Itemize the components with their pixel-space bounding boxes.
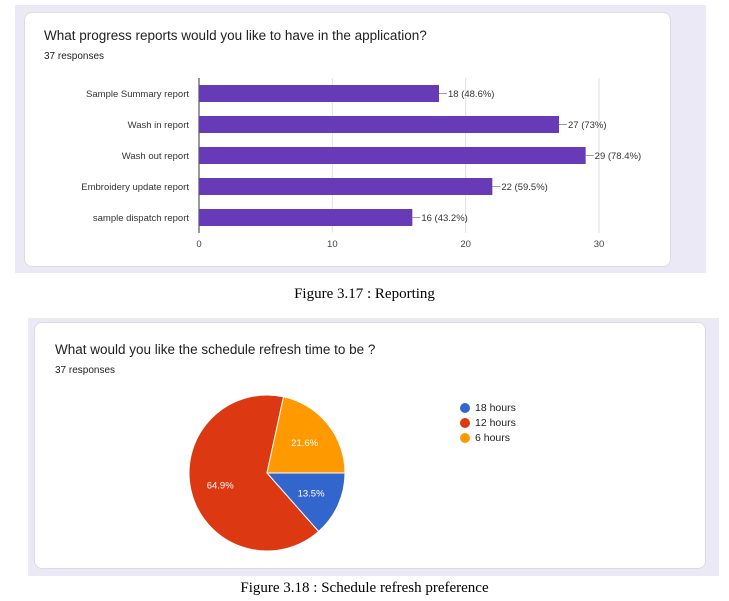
bar-chart-card: What progress reports would you like to …: [24, 12, 671, 267]
legend-item-18-hours: 18 hours: [460, 400, 516, 415]
x-tick-label: 10: [327, 239, 338, 250]
x-tick-label: 20: [460, 239, 471, 250]
legend-item-6-hours: 6 hours: [460, 430, 516, 445]
pie-chart-question: What would you like the schedule refresh…: [55, 342, 376, 357]
pie-legend: 18 hours 12 hours 6 hours: [460, 400, 516, 445]
pie-slice: [265, 472, 346, 533]
data-label: 18 (48.6%): [448, 89, 494, 100]
pie-slice: [188, 394, 320, 552]
legend-label: 6 hours: [475, 431, 511, 444]
slice-label: 21.6%: [291, 438, 318, 449]
legend-swatch: [460, 417, 470, 428]
category-label: Wash out report: [122, 151, 190, 162]
bar: [199, 116, 559, 133]
slice-label: 64.9%: [207, 481, 234, 492]
x-tick-label: 30: [594, 239, 605, 250]
legend-label: 18 hours: [475, 401, 516, 414]
category-label: Embroidery update report: [81, 182, 189, 193]
legend-swatch: [460, 432, 470, 443]
category-label: sample dispatch report: [93, 213, 189, 224]
slice-label: 13.5%: [298, 488, 325, 499]
figure-3-18-caption: Figure 3.18 : Schedule refresh preferenc…: [240, 580, 489, 596]
data-label: 29 (78.4%): [595, 151, 641, 162]
data-label: 16 (43.2%): [421, 213, 467, 224]
figure-3-17-caption: Figure 3.17 : Reporting: [294, 286, 435, 302]
bar: [199, 209, 413, 226]
bar-chart: 0 10 20 30 Sample Summary report 18 (48.6%) Wa…: [81, 78, 641, 250]
bar: [199, 85, 439, 102]
category-label: Sample Summary report: [86, 89, 189, 100]
data-label: 27 (73%): [568, 120, 607, 131]
bar: [199, 178, 493, 195]
bar-chart-response-count: 37 responses: [44, 51, 105, 62]
legend-swatch: [460, 402, 470, 413]
legend-label: 12 hours: [475, 416, 516, 429]
x-tick-label: 0: [196, 239, 201, 250]
category-label: Wash in report: [128, 120, 190, 131]
data-label: 22 (59.5%): [501, 182, 547, 193]
legend-item-12-hours: 12 hours: [460, 415, 516, 430]
pie-chart: 13.5% 64.9% 21.6%: [188, 394, 346, 552]
pie-chart-response-count: 37 responses: [55, 365, 116, 376]
pie-chart-card: What would you like the schedule refresh…: [34, 322, 706, 569]
bar-chart-question: What progress reports would you like to …: [44, 28, 427, 43]
bar: [199, 147, 586, 164]
pie-slice: [266, 396, 346, 474]
